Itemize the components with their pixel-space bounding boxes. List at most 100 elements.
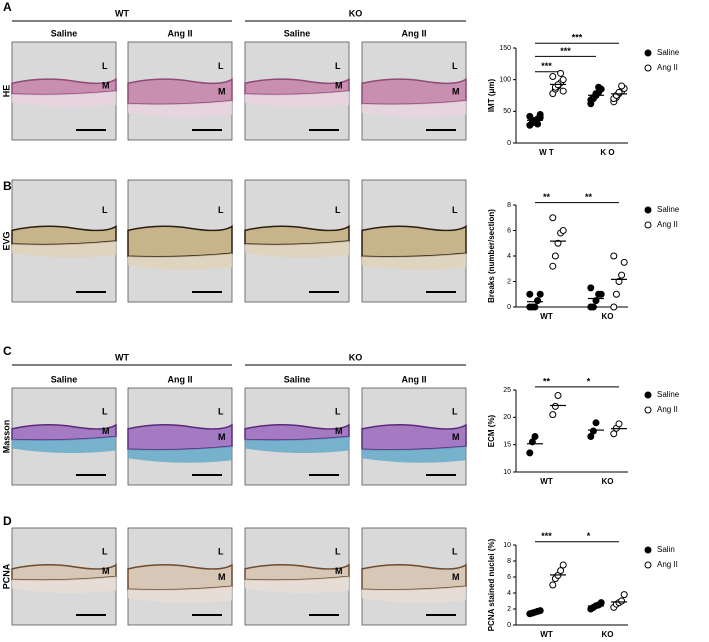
y-tick-label: 15: [503, 442, 511, 449]
x-tick-label: WT: [540, 312, 553, 321]
data-point: [557, 567, 565, 575]
y-axis-label: Breaks (number/section): [487, 209, 496, 303]
tissue-layer: [127, 563, 233, 591]
y-tick-label: 25: [503, 387, 511, 394]
adventitia: [128, 100, 232, 118]
data-point: [534, 120, 542, 128]
data-point: [526, 449, 534, 457]
tissue-layer: [361, 423, 467, 451]
data-point: [559, 76, 567, 84]
lumen-media-label: L: [218, 407, 224, 417]
data-point: [589, 303, 597, 311]
tissue-layer: [11, 563, 117, 581]
legend-marker: [644, 49, 652, 57]
tissue-layer: [244, 77, 350, 96]
y-tick-label: 0: [507, 304, 511, 311]
x-tick-label: KO: [602, 630, 614, 639]
panel-letter: C: [3, 344, 12, 358]
legend-label: Ang II: [657, 560, 678, 569]
significance-label: *: [587, 376, 591, 386]
data-point: [559, 561, 567, 569]
y-tick-label: 10: [503, 469, 511, 476]
significance-label: **: [543, 376, 551, 386]
adventitia: [12, 436, 116, 454]
data-point: [620, 258, 628, 266]
lumen-media-label: M: [102, 81, 110, 91]
data-point: [551, 252, 559, 260]
x-tick-label: W T: [539, 148, 554, 157]
x-tick-label: KO: [602, 477, 614, 486]
data-point: [536, 111, 544, 118]
significance-label: **: [543, 192, 551, 202]
lumen-media-label: L: [335, 547, 341, 557]
lumen-media-label: L: [102, 547, 108, 557]
panel-letter: B: [3, 179, 12, 193]
adventitia: [362, 100, 466, 118]
lumen-media-label: M: [218, 87, 226, 97]
tissue-layer: [361, 563, 467, 591]
data-point: [587, 432, 595, 440]
y-tick-label: 100: [499, 77, 511, 84]
condition-label: Saline: [51, 28, 78, 38]
lumen-media-label: M: [335, 81, 343, 91]
data-point: [597, 599, 605, 607]
tissue-layer: [244, 423, 350, 441]
adventitia: [245, 576, 349, 594]
lumen-media-label: L: [335, 61, 341, 71]
lumen-media-label: L: [452, 205, 458, 215]
data-point: [536, 290, 544, 298]
y-axis-label: IMT (μm): [487, 79, 496, 113]
adventitia: [245, 436, 349, 454]
condition-label: Ang II: [402, 374, 427, 384]
legend-marker: [644, 64, 652, 72]
data-point: [549, 262, 557, 270]
data-point: [612, 290, 620, 298]
data-point: [589, 427, 597, 435]
lumen-media-label: L: [218, 205, 224, 215]
adventitia: [245, 91, 349, 108]
data-point: [610, 430, 618, 438]
legend-marker: [644, 546, 652, 554]
stain-label: EVG: [1, 231, 11, 250]
legend-label: Ang II: [657, 405, 678, 414]
data-point: [620, 591, 628, 599]
significance-label: ***: [541, 531, 552, 541]
significance-label: ***: [560, 46, 571, 56]
condition-label: Saline: [284, 28, 311, 38]
y-tick-label: 0: [507, 140, 511, 147]
x-tick-label: K O: [600, 148, 614, 157]
lumen-media-label: M: [452, 572, 460, 582]
data-point: [559, 87, 567, 95]
tissue-layer: [244, 563, 350, 581]
data-point: [587, 284, 595, 292]
data-point: [615, 420, 623, 428]
adventitia: [128, 446, 232, 463]
data-point: [592, 297, 600, 305]
data-point: [597, 290, 605, 298]
data-point: [531, 432, 539, 440]
adventitia: [362, 446, 466, 463]
lumen-media-label: L: [335, 205, 341, 215]
tissue-layer: [244, 224, 350, 246]
panel-letter: A: [3, 0, 12, 14]
condition-label: Saline: [284, 374, 311, 384]
data-point: [549, 214, 557, 222]
lumen-media-label: L: [218, 547, 224, 557]
data-point: [549, 581, 557, 589]
lumen-media-label: M: [218, 432, 226, 442]
condition-label: Ang II: [168, 28, 193, 38]
lumen-media-label: L: [102, 205, 108, 215]
significance-label: ***: [541, 61, 552, 71]
lumen-media-label: L: [452, 407, 458, 417]
legend-marker: [644, 561, 652, 569]
tissue-layer: [361, 224, 467, 258]
data-point: [592, 419, 600, 427]
adventitia: [12, 576, 116, 594]
y-tick-label: 150: [499, 45, 511, 52]
adventitia: [128, 586, 232, 603]
adventitia: [362, 253, 466, 270]
panel-letter: D: [3, 514, 12, 528]
data-point: [554, 391, 562, 399]
x-tick-label: KO: [602, 312, 614, 321]
